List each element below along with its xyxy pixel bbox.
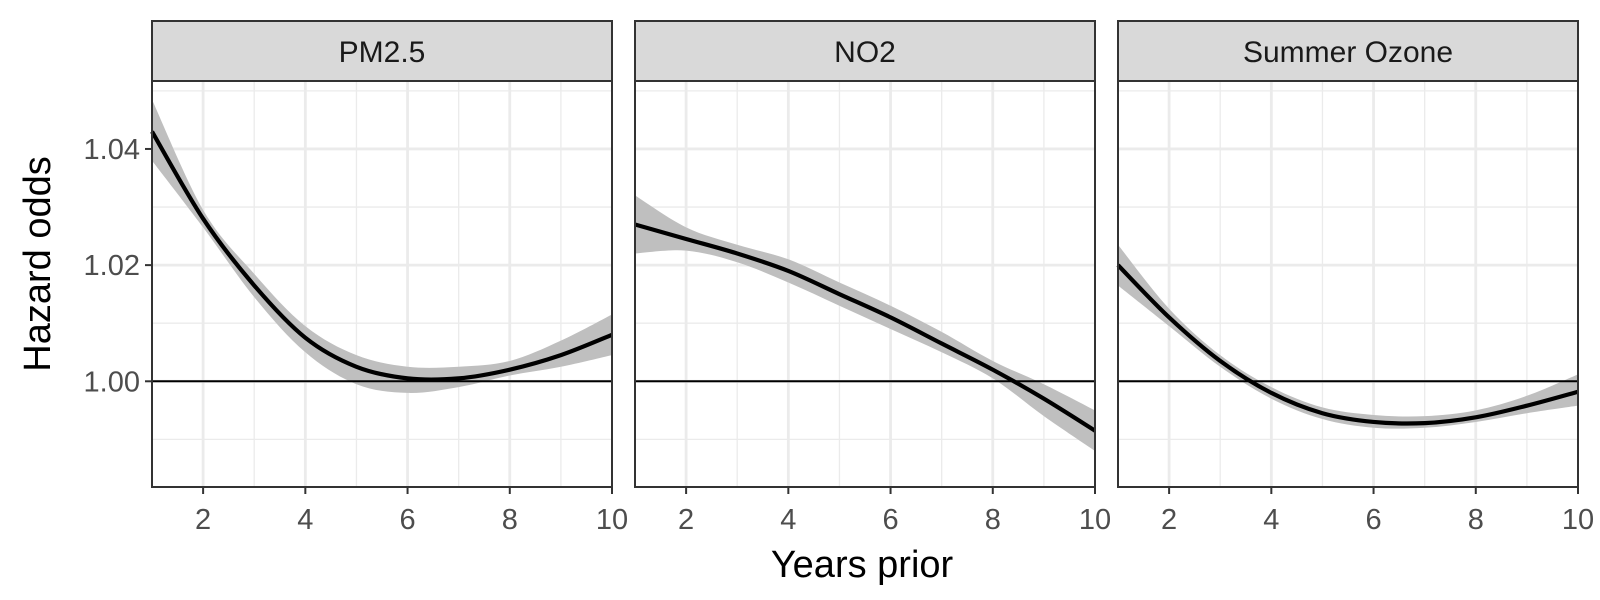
facet-label: Summer Ozone	[1243, 36, 1453, 69]
facet-strip	[634, 20, 1096, 82]
panel-summer-ozone: Summer Ozone 2 4 6 8 10	[1116, 20, 1594, 536]
x-tick-label: 6	[882, 504, 898, 536]
facet-label: NO2	[834, 36, 896, 69]
x-tick-label: 2	[1161, 504, 1177, 536]
x-tick-label: 4	[297, 504, 313, 536]
x-tick-label: 4	[780, 504, 796, 536]
panel-no2: NO2 2 4 6 8 10	[634, 20, 1111, 536]
panel-border	[151, 80, 613, 488]
x-tick-label: 6	[399, 504, 415, 536]
fitted-line	[1116, 263, 1579, 426]
y-axis-title: Hazard odds	[17, 156, 59, 371]
x-tick-label: 8	[1468, 504, 1484, 536]
y-tick-label: 1.02	[84, 250, 140, 282]
panel-pm2-5: PM2.5 2 4 6 8 10	[150, 20, 628, 536]
fitted-line	[150, 130, 613, 382]
panel-background	[1118, 81, 1578, 487]
panel-border	[1117, 80, 1579, 488]
x-tick-label: 10	[596, 504, 628, 536]
x-tick-label: 10	[1562, 504, 1594, 536]
facet-strip	[151, 20, 613, 82]
x-tick-label: 10	[1079, 504, 1111, 536]
confidence-ribbon	[1118, 244, 1578, 429]
panel-background	[152, 81, 612, 487]
fitted-line	[634, 222, 1097, 433]
x-tick-label: 2	[195, 504, 211, 536]
x-tick-label: 8	[985, 504, 1001, 536]
facet-panels: PM2.5 2 4 6 8 10 NO2 2 4 6 8 10 Summer Ozone 2 4 6 8 10	[150, 20, 1594, 536]
x-tick-label: 2	[678, 504, 694, 536]
x-axis-title: Years prior	[771, 544, 954, 586]
y-axis: 1.00 1.02 1.04	[84, 134, 152, 398]
x-tick-label: 8	[502, 504, 518, 536]
y-tick-label: 1.04	[84, 134, 140, 166]
y-tick-label: 1.00	[84, 366, 140, 398]
x-tick-label: 6	[1365, 504, 1381, 536]
x-tick-label: 4	[1263, 504, 1279, 536]
facet-label: PM2.5	[339, 36, 426, 69]
panel-background	[635, 81, 1095, 487]
confidence-ribbon	[152, 99, 612, 393]
panel-border	[634, 80, 1096, 488]
